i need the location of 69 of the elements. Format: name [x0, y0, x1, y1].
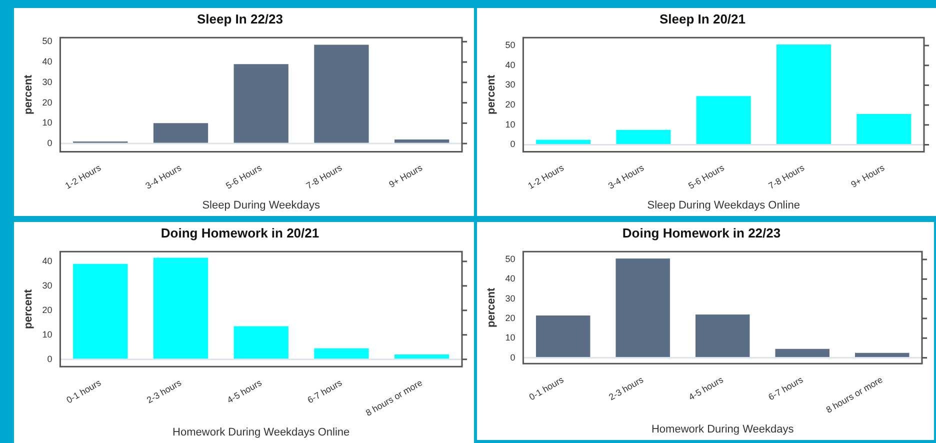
x-tick-label: 0-1 hours [527, 374, 566, 402]
x-tick-label: 6-7 hours [766, 374, 806, 402]
y-tick-label: 30 [505, 293, 516, 304]
y-tick-label: 10 [505, 119, 516, 130]
y-tick-label: 0 [510, 352, 516, 362]
x-tick-label: 8 hours or more [364, 378, 424, 418]
bar [776, 44, 832, 145]
y-tick-label: 10 [42, 329, 52, 340]
bar [234, 64, 288, 144]
bar [616, 130, 671, 145]
y-axis-title: percent [22, 288, 35, 330]
y-tick-label: 0 [47, 138, 52, 148]
x-tick-label: 6-7 hours [306, 377, 344, 406]
x-tick-label: 2-3 hours [607, 374, 646, 402]
x-tick-label: 8 hours or more [824, 374, 884, 416]
y-axis-title: percent [22, 74, 35, 115]
y-tick-label: 0 [47, 354, 52, 364]
x-tick-label: 1-2 Hours [526, 162, 566, 192]
y-tick-label: 50 [505, 40, 516, 50]
chart-title: Sleep In 20/21 [660, 11, 746, 26]
y-tick-label: 30 [42, 76, 52, 87]
y-tick-label: 50 [42, 36, 52, 46]
y-tick-label: 50 [505, 254, 516, 264]
y-tick-label: 30 [505, 80, 516, 90]
x-tick-label: 7-8 Hours [304, 162, 344, 192]
x-tick-label: 7-8 Hours [766, 162, 806, 192]
x-tick-label: 3-4 Hours [606, 162, 646, 192]
bar [234, 326, 288, 360]
x-tick-label: 9+ Hours [387, 162, 424, 190]
y-tick-label: 40 [505, 60, 516, 70]
y-axis-title: percent [486, 287, 498, 328]
y-tick-label: 10 [505, 332, 516, 343]
x-tick-label: 4-5 hours [686, 374, 726, 402]
bar [314, 44, 369, 144]
y-tick-label: 40 [42, 256, 52, 266]
x-tick-label: 9+ Hours [849, 162, 887, 190]
x-tick-label: 4-5 hours [225, 377, 264, 406]
x-axis-title: Sleep During Weekdays [202, 199, 321, 212]
y-tick-label: 20 [505, 100, 516, 110]
bar [695, 314, 750, 358]
bar [153, 258, 208, 360]
x-axis-title: Homework During Weekdays Online [172, 426, 350, 438]
y-tick-label: 0 [510, 139, 516, 150]
bar [536, 316, 590, 358]
y-tick-label: 30 [42, 280, 52, 290]
x-tick-label: 1-2 Hours [63, 162, 104, 192]
x-axis-title: Sleep During Weekdays Online [647, 199, 800, 212]
bar [153, 123, 208, 144]
chart-title: Doing Homework in 20/21 [160, 225, 320, 240]
y-tick-label: 40 [42, 56, 52, 67]
bar [696, 96, 751, 145]
x-tick-label: 0-1 hours [64, 377, 104, 406]
y-tick-label: 20 [42, 304, 52, 315]
y-tick-label: 20 [505, 312, 516, 323]
x-tick-label: 3-4 Hours [144, 162, 184, 192]
y-tick-label: 40 [505, 274, 516, 284]
chart-title: Sleep In 22/23 [197, 11, 283, 26]
chart-title: Doing Homework in 22/23 [622, 225, 781, 240]
bar [616, 258, 670, 358]
y-tick-label: 10 [42, 118, 52, 128]
x-axis-title: Homework During Weekdays [651, 423, 794, 436]
y-tick-label: 20 [42, 97, 52, 108]
y-axis-title: percent [486, 74, 498, 115]
x-tick-label: 2-3 hours [145, 377, 184, 406]
x-tick-label: 5-6 Hours [224, 162, 264, 192]
bar [73, 264, 128, 360]
bar [314, 348, 369, 360]
x-tick-label: 5-6 Hours [686, 162, 726, 192]
bar [856, 114, 912, 145]
